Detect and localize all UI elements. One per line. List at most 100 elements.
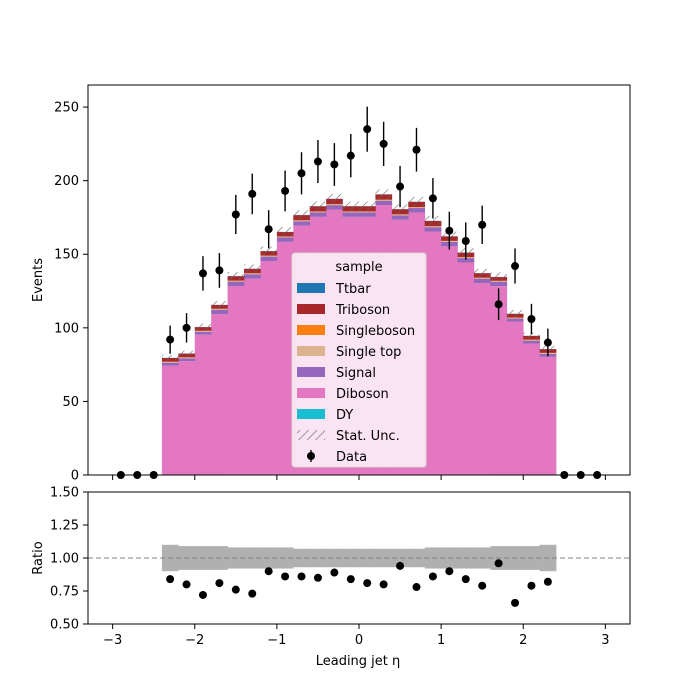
ratio-y-tick-label: 1.50 <box>50 486 79 501</box>
legend-entry-data: Data <box>336 450 367 465</box>
stat-unc-band <box>408 196 425 207</box>
x-tick-label: 1 <box>437 633 445 648</box>
ratio-point <box>461 575 470 584</box>
data-point <box>297 169 306 178</box>
ratio-y-tick-label: 1.00 <box>50 552 79 567</box>
bar-single-top <box>490 281 508 282</box>
x-tick-label: 2 <box>519 633 527 648</box>
ratio-point <box>511 598 520 607</box>
y-tick-label: 250 <box>54 101 79 116</box>
legend-swatch-diboson <box>297 388 325 398</box>
bar-signal <box>293 221 311 226</box>
data-point <box>478 220 487 229</box>
ratio-point <box>346 575 355 584</box>
bar-diboson <box>539 356 557 475</box>
data-point <box>198 269 207 278</box>
stat-unc-band <box>523 332 540 339</box>
ratio-point <box>363 579 372 588</box>
main-plot-panel: 0 50 100 150 200 250 sample Ttbar Triboson Single… <box>54 84 631 484</box>
bar-single-top <box>391 214 409 216</box>
bar-single-top <box>342 211 360 213</box>
legend-swatch-dy <box>297 409 325 419</box>
x-tick-label: −1 <box>267 633 286 648</box>
bar-signal <box>276 237 294 242</box>
ratio-unc-band <box>309 548 327 568</box>
data-point <box>182 323 191 332</box>
bar-signal <box>473 278 491 284</box>
main-y-axis-label: Events <box>31 258 46 302</box>
ratio-point <box>182 580 191 589</box>
data-point <box>215 266 224 275</box>
data-point <box>231 210 240 219</box>
ratio-point <box>412 583 421 592</box>
data-point <box>248 189 257 198</box>
ratio-unc-band <box>375 548 393 568</box>
bar-single-top <box>178 357 196 359</box>
stat-unc-band <box>276 227 294 237</box>
bar-signal <box>309 212 327 217</box>
bar-signal <box>326 205 343 210</box>
stat-unc-band <box>293 210 310 220</box>
bar-single-top <box>244 273 261 275</box>
bar-single-top <box>375 199 393 201</box>
bar-diboson <box>523 343 540 475</box>
stat-unc-band <box>260 246 277 256</box>
data-point <box>281 186 290 195</box>
bar-signal <box>161 362 179 366</box>
stat-unc-band <box>473 269 491 278</box>
data-point <box>363 125 372 134</box>
data-point <box>264 225 273 234</box>
bar-signal <box>260 256 278 262</box>
ratio-point <box>478 581 487 590</box>
stat-unc-band <box>359 201 376 211</box>
data-point <box>166 335 175 344</box>
bar-diboson <box>457 262 475 475</box>
data-point <box>379 139 388 148</box>
bar-signal <box>506 318 524 322</box>
legend-marker-data <box>307 452 315 460</box>
ratio-unc-band <box>276 547 294 569</box>
data-point <box>412 145 421 154</box>
stat-unc-band <box>178 350 195 357</box>
bar-single-top <box>227 280 245 282</box>
ratio-point <box>543 577 552 586</box>
legend-swatch-ttbar <box>297 283 325 293</box>
stat-unc-band <box>194 323 212 331</box>
bar-signal <box>244 274 261 279</box>
legend-entry-singleboson: Singleboson <box>336 324 415 339</box>
data-point <box>461 237 470 245</box>
ratio-plot-panel: 0.50 0.75 1.00 1.25 1.50 −3 −2 −1 0 1 2 3 <box>50 486 631 648</box>
bar-signal <box>408 208 425 213</box>
legend-entry-single-top: Single top <box>336 345 401 360</box>
legend-swatch-stat-unc <box>297 430 325 440</box>
y-tick-label: 200 <box>54 174 79 189</box>
bar-single-top <box>293 220 311 222</box>
bar-signal <box>424 227 442 232</box>
stat-unc-band <box>391 204 409 214</box>
ratio-point <box>494 559 503 568</box>
x-tick-label: −3 <box>103 633 122 648</box>
bar-diboson <box>276 241 294 475</box>
data-point <box>543 338 552 347</box>
bar-single-top <box>211 308 228 310</box>
bar-diboson <box>473 283 491 475</box>
ratio-unc-band <box>342 548 360 568</box>
legend-box <box>291 252 427 468</box>
ratio-point <box>248 589 257 598</box>
x-tick-label: −2 <box>185 633 204 648</box>
ratio-point <box>297 572 306 581</box>
ratio-y-tick-label: 0.50 <box>50 618 79 633</box>
ratio-point <box>166 575 175 584</box>
stat-unc-band <box>424 215 442 226</box>
stat-unc-band <box>244 264 261 273</box>
ratio-point <box>379 580 388 589</box>
ratio-point <box>396 561 405 570</box>
y-tick-label: 100 <box>54 321 79 336</box>
y-tick-label: 0 <box>71 469 79 484</box>
bar-single-top <box>326 204 343 206</box>
ratio-point <box>215 579 224 588</box>
data-point <box>346 151 355 160</box>
bar-signal <box>391 215 409 220</box>
ratio-point <box>281 572 290 581</box>
legend-entry-diboson: Diboson <box>336 387 389 402</box>
